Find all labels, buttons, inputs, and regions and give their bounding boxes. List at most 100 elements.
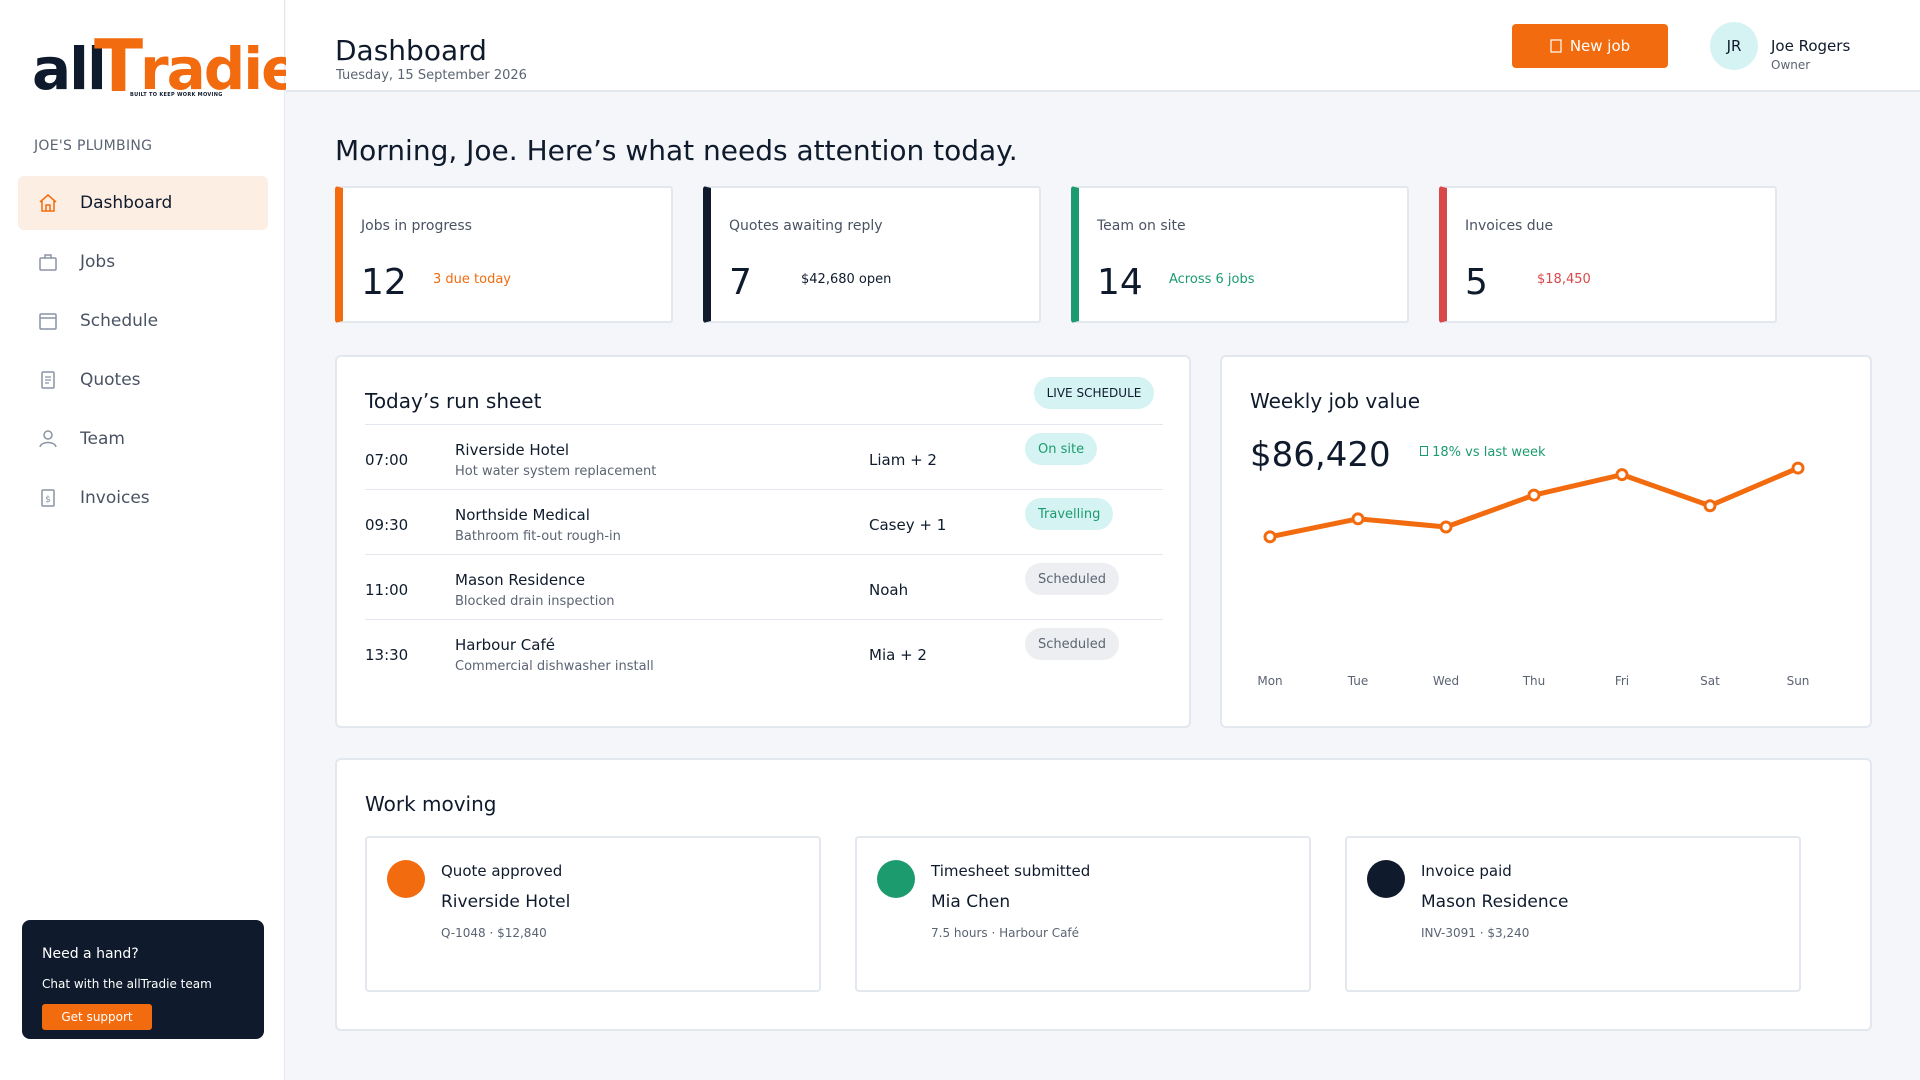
stat-label: Quotes awaiting reply [729, 218, 883, 234]
x-tick-label: Sun [1787, 674, 1810, 688]
run-time: 11:00 [365, 581, 409, 599]
activity-name: Riverside Hotel [441, 892, 571, 912]
get-support-button[interactable]: Get support [42, 1004, 152, 1030]
data-point-thu[interactable] [1527, 488, 1541, 502]
stat-card-jobs-in-progress[interactable]: Jobs in progress 12 3 due today [335, 186, 673, 323]
data-point-wed[interactable] [1439, 520, 1453, 534]
sidebar-item-jobs[interactable]: Jobs [18, 235, 268, 289]
run-site: Mason Residence [455, 571, 586, 589]
sidebar-nav: Dashboard Jobs Schedule Quotes Team $ In… [18, 176, 268, 530]
stat-card-invoices-due[interactable]: Invoices due 5 $18,450 [1439, 186, 1777, 323]
data-point-mon[interactable] [1263, 530, 1277, 544]
activity-card[interactable]: Timesheet submitted Mia Chen 7.5 hours ·… [855, 836, 1311, 992]
support-card: Need a hand? Chat with the allTradie tea… [22, 920, 264, 1039]
trend-up-icon [1420, 446, 1428, 456]
series-line [1269, 465, 1799, 540]
weekly-change: 18% vs last week [1420, 445, 1546, 460]
stat-value: 5 [1465, 262, 1488, 303]
sidebar-item-label: Jobs [80, 252, 116, 272]
x-tick-label: Fri [1615, 674, 1629, 688]
avatar[interactable]: JR [1710, 22, 1758, 70]
work-moving-panel: Work moving Quote approved Riverside Hot… [335, 758, 1872, 1031]
sidebar-item-label: Schedule [80, 311, 159, 331]
table-row[interactable]: 09:30 Northside Medical Bathroom fit-out… [365, 489, 1163, 554]
greeting: Morning, Joe. Here’s what needs attentio… [335, 134, 1018, 167]
status-badge: Travelling [1025, 498, 1114, 530]
table-row[interactable]: 07:00 Riverside Hotel Hot water system r… [365, 424, 1163, 489]
plus-icon [1550, 39, 1562, 53]
weekly-change-text: 18% vs last week [1432, 445, 1546, 460]
logo-radie-text: radie [140, 35, 300, 103]
stat-label: Jobs in progress [361, 218, 472, 234]
stat-label: Invoices due [1465, 218, 1554, 234]
run-sheet-title: Today’s run sheet [365, 389, 542, 413]
run-desc: Bathroom fit-out rough-in [455, 529, 621, 544]
run-desc: Hot water system replacement [455, 464, 657, 479]
top-header: Dashboard Tuesday, 15 September 2026 New… [286, 0, 1920, 92]
svg-text:$: $ [45, 495, 51, 505]
stat-label: Team on site [1097, 218, 1186, 234]
status-badge: Scheduled [1025, 563, 1119, 595]
activity-name: Mason Residence [1421, 892, 1569, 912]
page-date: Tuesday, 15 September 2026 [336, 68, 527, 83]
table-row[interactable]: 13:30 Harbour Café Commercial dishwasher… [365, 619, 1163, 684]
run-time: 13:30 [365, 646, 409, 664]
status-badge: On site [1025, 433, 1098, 465]
activity-dot [1367, 860, 1405, 898]
run-desc: Blocked drain inspection [455, 594, 615, 609]
weekly-title: Weekly job value [1250, 389, 1421, 413]
invoice-icon: $ [41, 489, 55, 507]
sidebar-item-dashboard[interactable]: Dashboard [18, 176, 268, 230]
sidebar: all T radie BUILT TO KEEP WORK MOVING JO… [0, 0, 300, 1080]
sidebar-item-label: Quotes [80, 370, 141, 390]
sidebar-item-label: Team [80, 429, 125, 449]
logo-all-text: all [32, 35, 107, 103]
run-site: Northside Medical [455, 506, 590, 524]
activity-kind: Timesheet submitted [931, 862, 1091, 880]
activity-detail: INV-3091 · $3,240 [1421, 926, 1530, 940]
support-title: Need a hand? [42, 946, 139, 962]
activity-detail: 7.5 hours · Harbour Café [931, 926, 1080, 940]
data-point-sat[interactable] [1703, 499, 1717, 513]
activity-card[interactable]: Quote approved Riverside Hotel Q-1048 · … [365, 836, 821, 992]
activity-card[interactable]: Invoice paid Mason Residence INV-3091 · … [1345, 836, 1801, 992]
stat-sub: Across 6 jobs [1169, 272, 1255, 287]
home-icon [39, 194, 57, 212]
data-point-tue[interactable] [1351, 512, 1365, 526]
run-time: 09:30 [365, 516, 409, 534]
live-schedule-badge[interactable]: LIVE SCHEDULE [1034, 377, 1154, 409]
run-sheet-panel: Today’s run sheet LIVE SCHEDULE 07:00 Ri… [335, 355, 1191, 728]
x-tick-label: Mon [1257, 674, 1282, 688]
new-job-label: New job [1569, 37, 1631, 55]
logo-tagline: BUILT TO KEEP WORK MOVING [130, 92, 223, 98]
sidebar-item-schedule[interactable]: Schedule [18, 294, 268, 348]
stat-value: 12 [361, 262, 407, 303]
data-point-fri[interactable] [1615, 468, 1629, 482]
alltradie-logo[interactable]: all T radie BUILT TO KEEP WORK MOVING [32, 26, 300, 106]
data-point-sun[interactable] [1791, 461, 1805, 475]
sidebar-item-label: Invoices [80, 488, 150, 508]
x-tick-label: Sat [1700, 674, 1720, 688]
activity-kind: Quote approved [441, 862, 563, 880]
run-desc: Commercial dishwasher install [455, 659, 654, 674]
person-icon [39, 430, 57, 448]
stat-value: 7 [729, 262, 752, 303]
stat-sub: $18,450 [1537, 272, 1591, 287]
page-title: Dashboard [335, 34, 487, 67]
new-job-button[interactable]: New job [1512, 24, 1668, 68]
table-row[interactable]: 11:00 Mason Residence Blocked drain insp… [365, 554, 1163, 619]
weekly-total: $86,420 [1250, 435, 1391, 475]
user-name[interactable]: Joe Rogers [1771, 37, 1851, 55]
briefcase-icon [39, 254, 57, 271]
sidebar-item-quotes[interactable]: Quotes [18, 353, 268, 407]
x-tick-label: Tue [1347, 674, 1369, 688]
sidebar-item-invoices[interactable]: $ Invoices [18, 471, 268, 525]
sidebar-item-team[interactable]: Team [18, 412, 268, 466]
document-icon [41, 371, 55, 389]
run-crew: Casey + 1 [869, 516, 947, 534]
weekly-value-panel: Weekly job value $86,420 18% vs last wee… [1220, 355, 1872, 728]
stat-card-team-on-site[interactable]: Team on site 14 Across 6 jobs [1071, 186, 1409, 323]
run-crew: Noah [869, 581, 909, 599]
stat-value: 14 [1097, 262, 1143, 303]
stat-card-quotes-awaiting[interactable]: Quotes awaiting reply 7 $42,680 open [703, 186, 1041, 323]
